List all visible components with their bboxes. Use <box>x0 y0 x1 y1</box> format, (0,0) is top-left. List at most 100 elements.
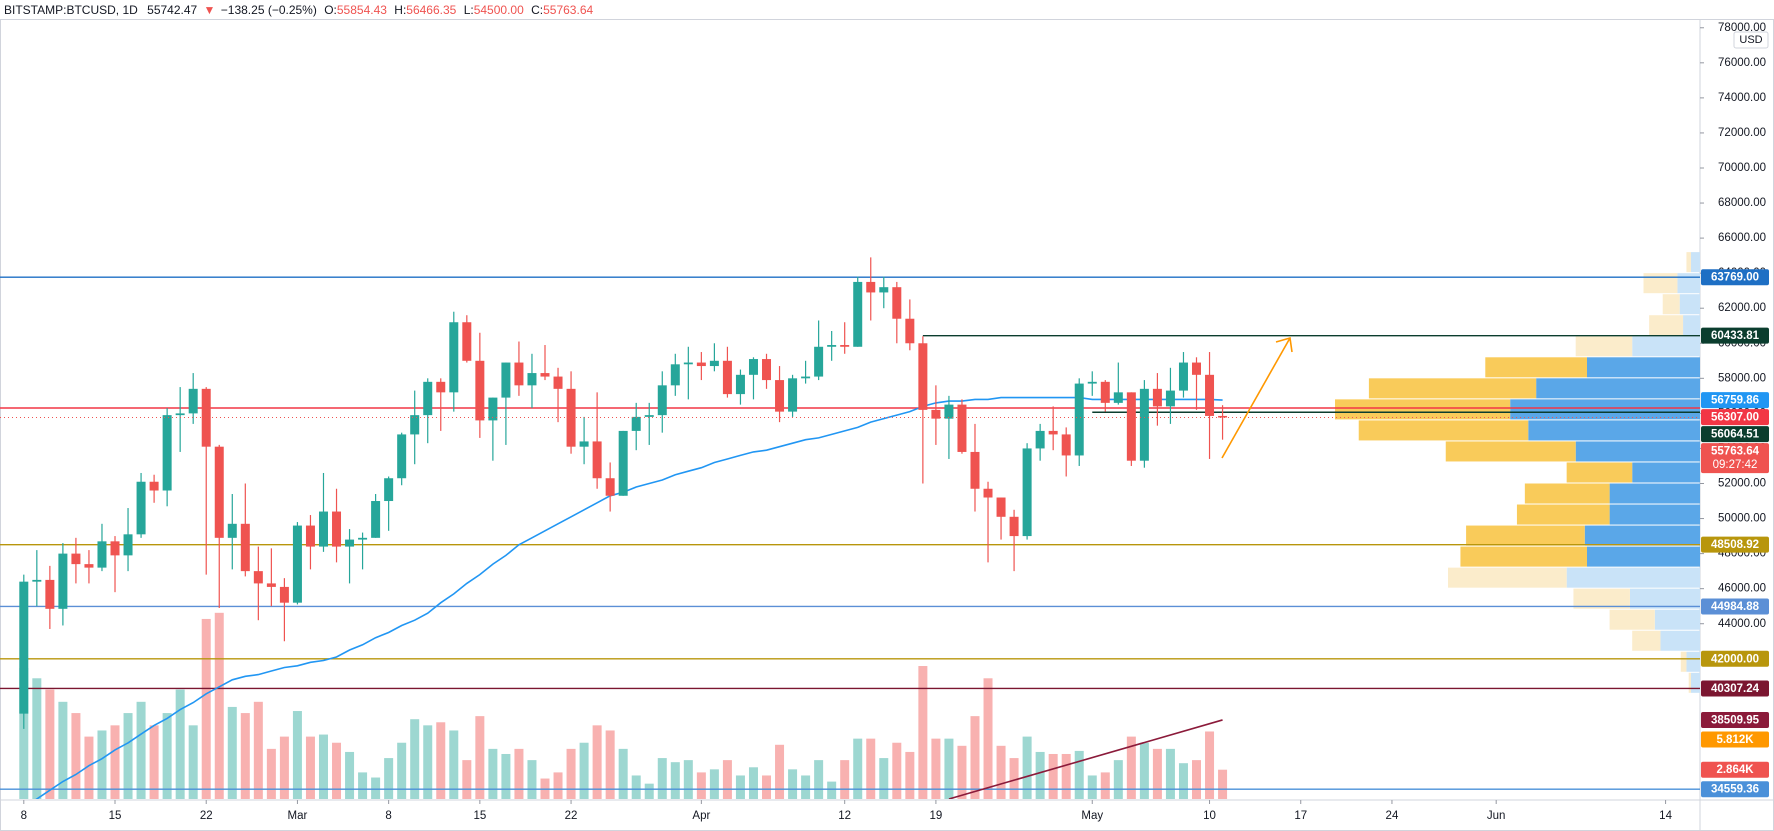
profile-up <box>1510 399 1700 420</box>
volume-bar <box>709 769 719 799</box>
currency-box <box>1733 31 1769 49</box>
volume-bar <box>71 713 81 799</box>
candle-body <box>1192 362 1201 375</box>
volume-bar <box>123 713 133 799</box>
x-tick-label: 22 <box>565 810 578 822</box>
volume-bar <box>1100 772 1110 799</box>
volume-bar <box>996 745 1006 799</box>
volume-bar <box>423 725 433 799</box>
price-badge-label: 38509.95 <box>1711 714 1760 726</box>
volume-bar <box>45 689 55 799</box>
volume-bar <box>1035 751 1045 799</box>
price-badge <box>1701 761 1769 778</box>
candle-body <box>227 523 237 538</box>
profile-down <box>1466 525 1585 546</box>
volume-bar <box>631 775 641 799</box>
candle-body <box>579 441 589 447</box>
candle-body <box>1074 383 1084 456</box>
x-tick-label: Jun <box>1487 810 1506 822</box>
candle-body <box>605 478 615 496</box>
profile-up <box>1660 630 1700 651</box>
candle-body <box>657 385 667 416</box>
candle-body <box>514 362 524 386</box>
volume-bar <box>84 736 94 799</box>
candle-body <box>149 481 159 491</box>
candle-body <box>735 374 745 395</box>
price-badge <box>1701 680 1769 697</box>
candle-body <box>449 322 459 393</box>
volume-bar <box>188 725 198 799</box>
candle-body <box>879 287 889 293</box>
candle-body <box>670 364 680 386</box>
volume-bar <box>410 719 420 799</box>
candle-body <box>1022 448 1032 537</box>
candle-body <box>983 488 993 498</box>
volume-bar <box>1205 731 1215 799</box>
ohlc-key: H: <box>394 3 406 17</box>
candle-body <box>240 523 250 572</box>
volume-bar <box>1061 753 1071 799</box>
volume-bar <box>892 742 902 799</box>
price-badge <box>1701 650 1769 667</box>
volume-bar <box>748 767 758 799</box>
candle-body <box>840 345 850 347</box>
volume-bar <box>19 668 29 799</box>
price-badge-label: 55763.64 <box>1711 446 1760 458</box>
price-badge <box>1701 327 1769 344</box>
price-badge-label: 63769.00 <box>1711 272 1759 284</box>
profile-down <box>1445 441 1576 462</box>
candle-body <box>527 373 537 386</box>
price-badge <box>1701 409 1769 426</box>
volume-bar <box>358 772 368 799</box>
plot-area <box>0 252 1700 799</box>
volume-bar <box>136 701 146 799</box>
volume-bar <box>253 701 263 799</box>
symbol: BITSTAMP:BTCUSD, 1D <box>4 3 138 17</box>
ohlc-value: 55763.64 <box>543 3 593 17</box>
volume-bar <box>1165 748 1175 799</box>
candle-body <box>853 281 863 347</box>
volume-bar <box>1113 760 1123 799</box>
y-tick-label: 78000.00 <box>1718 22 1766 34</box>
volume-bar <box>58 701 68 799</box>
volume-bar <box>527 760 537 799</box>
y-tick-label: 66000.00 <box>1718 232 1766 244</box>
candle-body <box>45 579 55 609</box>
profile-up <box>1629 588 1700 609</box>
volume-bar <box>553 772 563 799</box>
ohlc-value: 56466.35 <box>406 3 456 17</box>
volume-bar <box>175 689 185 799</box>
candle-body <box>201 388 211 447</box>
price-badge-label: 34559.36 <box>1711 784 1759 796</box>
candle-body <box>918 343 928 410</box>
candle-body <box>931 409 941 419</box>
candle-body <box>722 360 732 395</box>
candle-body <box>488 397 498 421</box>
volume-bar <box>762 775 772 799</box>
x-tick-label: 17 <box>1294 810 1307 822</box>
volume-bar <box>814 760 824 799</box>
x-tick-label: 12 <box>838 810 851 822</box>
profile-down <box>1368 378 1537 399</box>
candle-body <box>1087 381 1097 384</box>
volume-bar <box>618 748 628 799</box>
profile-down <box>1566 462 1633 483</box>
profile-down <box>1609 609 1655 630</box>
candle-body <box>462 322 472 361</box>
x-tick-label: May <box>1081 810 1103 822</box>
candle-body <box>19 581 29 714</box>
candle-body <box>892 287 902 319</box>
candle-body <box>397 434 407 479</box>
price-badge-label: 56307.00 <box>1711 412 1759 424</box>
candle-body <box>58 553 68 609</box>
candle-body <box>358 537 368 540</box>
profile-down <box>1573 588 1630 609</box>
profile-down <box>1680 651 1687 672</box>
candle-body <box>775 380 785 412</box>
candle-body <box>1152 388 1162 407</box>
volume-bar <box>332 742 342 799</box>
x-tick-label: 14 <box>1659 810 1672 822</box>
volume-bar <box>592 725 602 799</box>
price-badge <box>1701 711 1769 728</box>
volume-bar <box>240 713 250 799</box>
